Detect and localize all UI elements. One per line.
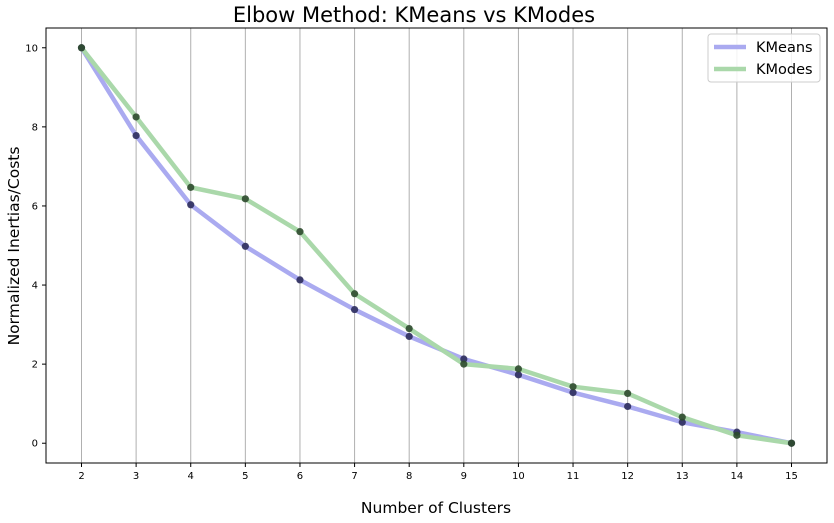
x-tick-label: 12: [621, 471, 634, 482]
grid-lines: [81, 28, 792, 463]
x-tick-label: 10: [512, 471, 525, 482]
y-axis-label: Normalized Inertias/Costs: [5, 147, 23, 346]
data-point-kmodes: [241, 195, 249, 203]
plot-area: [45, 27, 828, 464]
data-point-kmodes: [787, 439, 796, 447]
x-tick-label: 4: [188, 471, 194, 482]
x-tick-label: 15: [785, 471, 798, 482]
series-lines: [79, 45, 794, 446]
data-point-kmeans: [569, 389, 577, 397]
x-tick-label: 2: [78, 471, 84, 482]
data-point-kmodes: [296, 228, 304, 236]
data-point-kmeans: [187, 201, 195, 209]
series-markers: [77, 44, 796, 447]
x-tick-label: 5: [242, 471, 248, 482]
data-point-kmeans: [678, 418, 686, 426]
y-axis: 0 2 4 6 8 10: [25, 43, 46, 450]
legend-label: KModes: [756, 62, 813, 78]
data-point-kmeans: [132, 131, 140, 140]
x-tick-label: 14: [731, 471, 744, 482]
data-point-kmodes: [132, 113, 140, 121]
x-tick-label: 3: [133, 471, 139, 482]
legend-label: KMeans: [756, 40, 813, 56]
x-tick-label: 6: [297, 471, 303, 482]
data-point-kmodes: [77, 44, 86, 52]
data-point-kmodes: [405, 324, 413, 333]
legend: KMeans KModes: [707, 33, 821, 83]
x-tick-label: 8: [406, 471, 412, 482]
data-point-kmeans: [460, 355, 468, 363]
data-point-kmeans: [514, 371, 523, 379]
y-tick-label: 4: [32, 281, 38, 292]
x-tick-label: 7: [351, 471, 357, 482]
series-line-kmeans: [79, 45, 794, 446]
y-tick-label: 10: [25, 43, 38, 54]
series-line-kmodes: [79, 45, 794, 446]
data-point-kmeans: [296, 276, 304, 284]
chart-title: Elbow Method: KMeans vs KModes: [233, 3, 595, 27]
data-point-kmodes: [187, 183, 195, 191]
x-axis-label: Number of Clusters: [361, 499, 511, 517]
data-point-kmodes: [733, 431, 741, 439]
data-point-kmeans: [405, 332, 413, 341]
data-point-kmeans: [350, 305, 359, 314]
data-point-kmodes: [569, 383, 577, 391]
x-tick-label: 13: [676, 471, 689, 482]
y-tick-label: 8: [32, 122, 38, 133]
x-axis: 2 3 4 5 6 7 8 9 10 11 12 13 14 15: [78, 463, 798, 482]
y-tick-label: 2: [32, 360, 38, 371]
data-point-kmodes: [514, 365, 523, 373]
data-point-kmodes: [624, 389, 632, 397]
data-point-kmeans: [241, 242, 249, 250]
data-point-kmodes: [350, 290, 359, 298]
y-tick-label: 0: [32, 439, 38, 450]
x-tick-label: 11: [567, 471, 580, 482]
x-tick-label: 9: [461, 471, 467, 482]
data-point-kmodes: [460, 360, 468, 368]
y-tick-label: 6: [32, 201, 38, 212]
data-point-kmeans: [624, 402, 632, 411]
data-point-kmodes: [678, 413, 686, 421]
